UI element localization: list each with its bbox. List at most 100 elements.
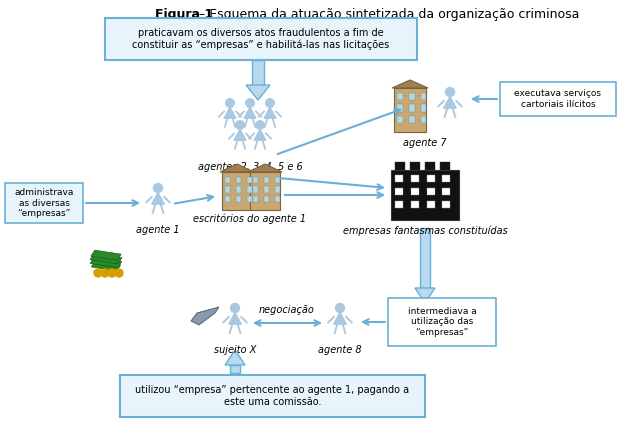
FancyBboxPatch shape (225, 196, 230, 202)
FancyBboxPatch shape (394, 88, 426, 132)
Circle shape (246, 99, 254, 107)
FancyBboxPatch shape (275, 196, 280, 202)
FancyBboxPatch shape (442, 201, 450, 208)
FancyBboxPatch shape (397, 104, 403, 112)
FancyBboxPatch shape (410, 201, 419, 208)
Polygon shape (244, 107, 256, 118)
FancyBboxPatch shape (440, 162, 450, 170)
Text: agente 7: agente 7 (403, 138, 447, 148)
Polygon shape (248, 164, 282, 172)
FancyBboxPatch shape (395, 188, 403, 195)
Polygon shape (152, 193, 165, 204)
FancyBboxPatch shape (236, 186, 242, 193)
FancyBboxPatch shape (5, 183, 83, 223)
Text: agentes 2, 3, 4, 5 e 6: agentes 2, 3, 4, 5 e 6 (197, 162, 302, 172)
FancyBboxPatch shape (420, 116, 427, 123)
Polygon shape (252, 60, 264, 85)
FancyBboxPatch shape (253, 177, 258, 183)
FancyBboxPatch shape (427, 201, 435, 208)
FancyArrowPatch shape (86, 200, 138, 206)
FancyBboxPatch shape (409, 104, 415, 112)
Polygon shape (90, 258, 122, 268)
FancyArrowPatch shape (278, 109, 400, 154)
FancyBboxPatch shape (442, 175, 450, 182)
FancyBboxPatch shape (105, 18, 417, 60)
Circle shape (256, 121, 265, 129)
FancyBboxPatch shape (395, 201, 403, 208)
Circle shape (335, 304, 345, 313)
Circle shape (266, 99, 274, 107)
Polygon shape (91, 250, 121, 260)
FancyBboxPatch shape (427, 188, 435, 195)
FancyBboxPatch shape (409, 116, 415, 123)
Text: executava serviços
cartoriais ilícitos: executava serviços cartoriais ilícitos (515, 89, 602, 109)
Polygon shape (264, 107, 276, 118)
Circle shape (236, 121, 244, 129)
FancyBboxPatch shape (410, 175, 419, 182)
FancyBboxPatch shape (253, 196, 258, 202)
Text: utilizou “empresa” pertencente ao agente 1, pagando a
este uma comissão.: utilizou “empresa” pertencente ao agente… (135, 385, 410, 407)
FancyBboxPatch shape (247, 177, 252, 183)
Text: negociação: negociação (259, 305, 315, 315)
FancyBboxPatch shape (425, 162, 435, 170)
Text: – Esquema da atuação sintetizada da organização criminosa: – Esquema da atuação sintetizada da orga… (195, 8, 579, 21)
Circle shape (226, 99, 234, 107)
FancyArrowPatch shape (281, 178, 383, 190)
FancyBboxPatch shape (225, 177, 230, 183)
FancyBboxPatch shape (236, 196, 242, 202)
Polygon shape (230, 365, 240, 373)
Text: agente 8: agente 8 (318, 345, 362, 355)
FancyBboxPatch shape (236, 177, 242, 183)
FancyBboxPatch shape (395, 162, 405, 170)
FancyBboxPatch shape (222, 172, 252, 210)
FancyBboxPatch shape (264, 186, 270, 193)
FancyBboxPatch shape (264, 196, 270, 202)
Text: intermediava a
utilização das
“empresas”: intermediava a utilização das “empresas” (407, 307, 476, 337)
FancyBboxPatch shape (395, 175, 403, 182)
Circle shape (94, 269, 102, 277)
Polygon shape (254, 129, 266, 140)
Polygon shape (229, 313, 242, 324)
Text: praticavam os diversos atos fraudulentos a fim de
constituir as “empresas” e hab: praticavam os diversos atos fraudulentos… (132, 28, 389, 50)
FancyBboxPatch shape (500, 82, 616, 116)
Text: sujeito X: sujeito X (214, 345, 256, 355)
FancyArrowPatch shape (363, 319, 385, 325)
FancyArrowPatch shape (473, 96, 497, 102)
Polygon shape (191, 307, 219, 325)
Text: administrava
as diversas
“empresas”: administrava as diversas “empresas” (14, 188, 74, 218)
Polygon shape (415, 288, 435, 303)
Circle shape (108, 269, 116, 277)
Text: agente 1: agente 1 (136, 225, 180, 235)
FancyBboxPatch shape (388, 298, 496, 346)
FancyBboxPatch shape (275, 177, 280, 183)
FancyBboxPatch shape (275, 186, 280, 193)
Text: empresas fantasmas constituídas: empresas fantasmas constituídas (343, 225, 507, 236)
Polygon shape (234, 129, 246, 140)
Circle shape (101, 269, 109, 277)
FancyBboxPatch shape (420, 104, 427, 112)
FancyArrowPatch shape (255, 320, 320, 326)
FancyBboxPatch shape (253, 186, 258, 193)
FancyBboxPatch shape (420, 93, 427, 100)
FancyBboxPatch shape (120, 375, 425, 417)
FancyBboxPatch shape (409, 93, 415, 100)
FancyBboxPatch shape (247, 196, 252, 202)
Circle shape (230, 304, 240, 313)
FancyArrowPatch shape (285, 192, 383, 198)
Polygon shape (91, 261, 120, 271)
FancyBboxPatch shape (264, 177, 270, 183)
Polygon shape (392, 80, 428, 88)
Circle shape (153, 184, 163, 193)
FancyBboxPatch shape (397, 116, 403, 123)
FancyBboxPatch shape (410, 188, 419, 195)
Text: escritórios do agente 1: escritórios do agente 1 (193, 213, 307, 223)
Circle shape (115, 269, 123, 277)
FancyBboxPatch shape (225, 186, 230, 193)
FancyBboxPatch shape (410, 162, 420, 170)
FancyBboxPatch shape (397, 93, 403, 100)
Polygon shape (420, 228, 430, 288)
Polygon shape (90, 254, 122, 264)
FancyArrowPatch shape (175, 195, 213, 204)
Polygon shape (443, 97, 456, 108)
Polygon shape (333, 313, 347, 324)
